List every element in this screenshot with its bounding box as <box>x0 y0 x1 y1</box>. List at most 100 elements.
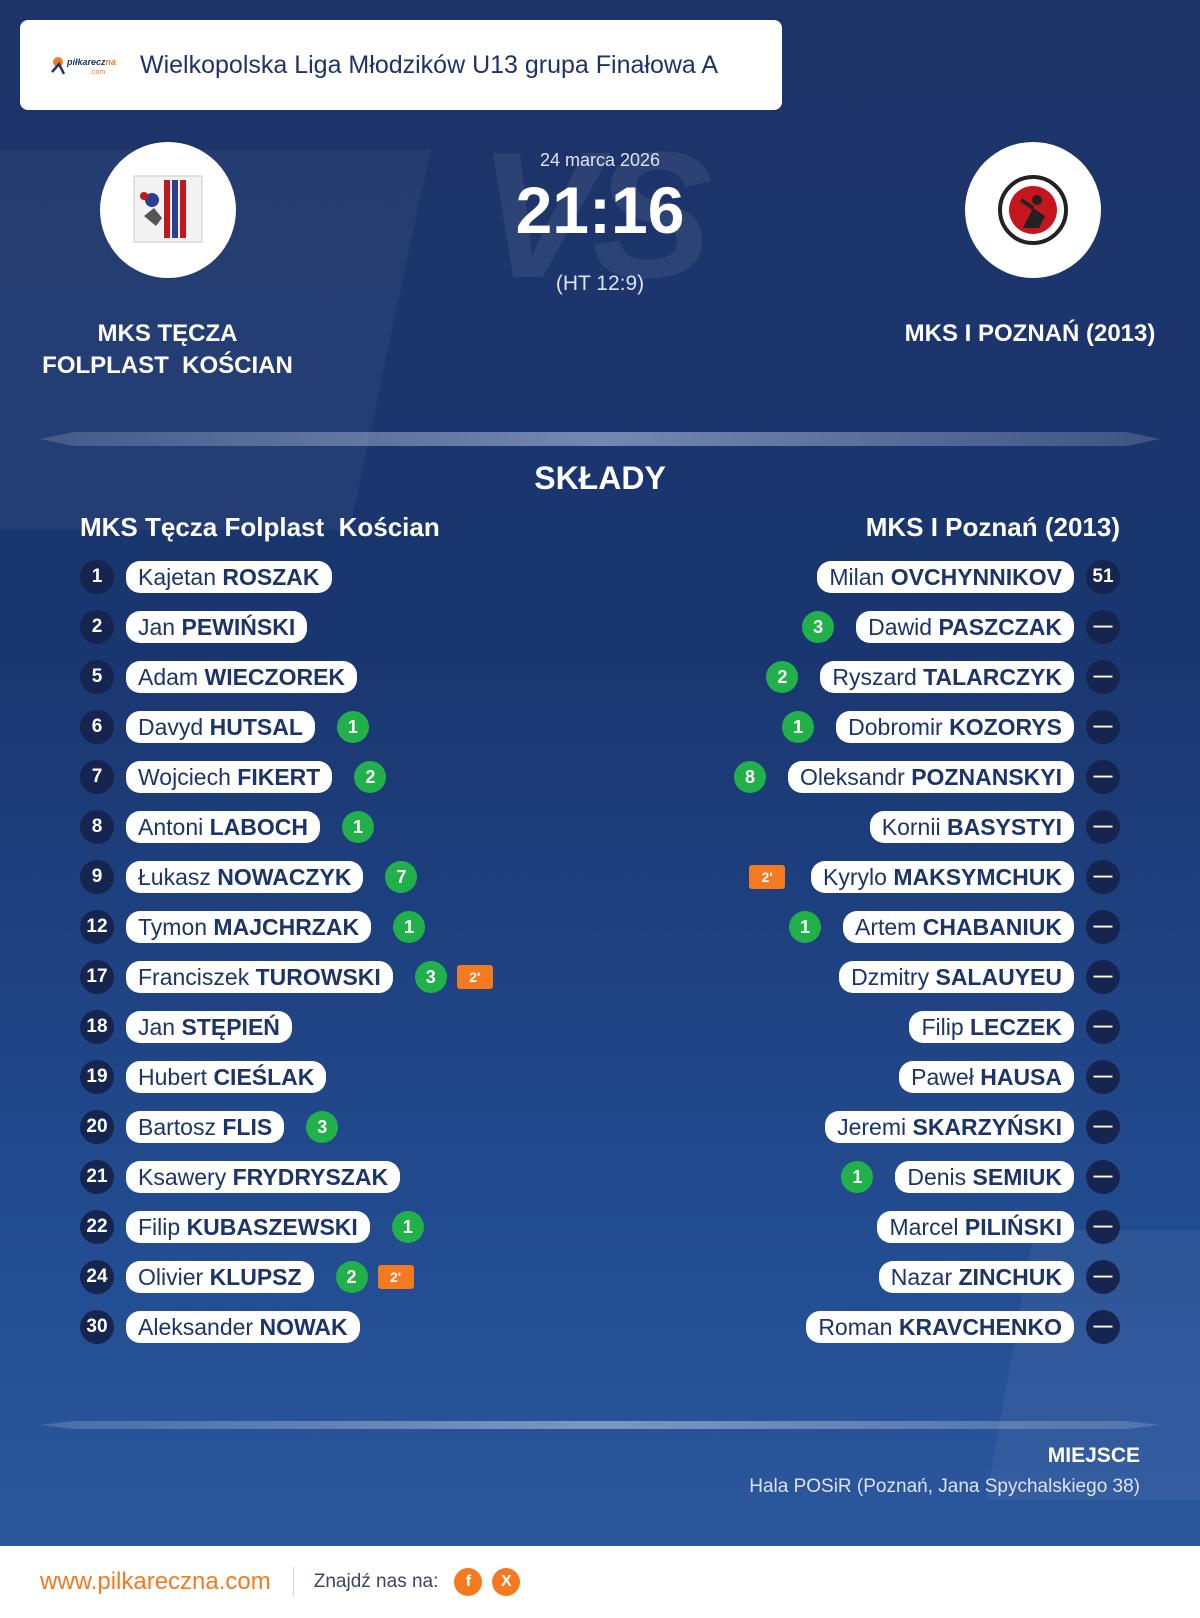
venue-label: MIEJSCE <box>1047 1444 1140 1467</box>
player-last-name: POZNANSKYI <box>911 764 1062 790</box>
player-first-name: Franciszek <box>138 964 250 990</box>
away-lineup: Milan OVCHYNNIKOV 51 3 Dawid PASZCZAK — 2 Rysz… <box>620 552 1120 1352</box>
divider <box>40 1421 1160 1429</box>
player-row: 18 Jan STĘPIEŃ <box>80 1002 580 1052</box>
player-first-name: Roman <box>818 1314 893 1340</box>
player-first-name: Adam <box>138 664 199 690</box>
player-number: 8 <box>80 810 114 844</box>
player-row: Milan OVCHYNNIKOV 51 <box>620 552 1120 602</box>
player-name: Dawid PASZCZAK <box>856 611 1074 643</box>
halftime-score: (HT 12:9) <box>555 272 645 295</box>
player-row: 6 Davyd HUTSAL 1 <box>80 702 580 752</box>
player-number: — <box>1086 1210 1120 1244</box>
player-number: 17 <box>80 960 114 994</box>
goals-badge: 1 <box>841 1161 874 1193</box>
player-last-name: TUROWSKI <box>255 964 381 990</box>
player-number: — <box>1086 960 1120 994</box>
player-first-name: Aleksander <box>138 1314 254 1340</box>
player-name: Filip LECZEK <box>909 1011 1074 1043</box>
player-row: 19 Hubert CIEŚLAK <box>80 1052 580 1102</box>
player-last-name: LABOCH <box>209 814 308 840</box>
player-name: Jeremi SKARZYŃSKI <box>825 1111 1074 1143</box>
player-row: 8 Antoni LABOCH 1 <box>80 802 580 852</box>
player-last-name: CHABANIUK <box>922 914 1062 940</box>
player-last-name: NOWAK <box>259 1314 348 1340</box>
player-name: Denis SEMIUK <box>895 1161 1074 1193</box>
player-last-name: SEMIUK <box>972 1164 1062 1190</box>
player-row: Dzmitry SALAUYEU — <box>620 952 1120 1002</box>
svg-text:piłkareczna: piłkareczna <box>66 57 116 67</box>
player-row: Filip LECZEK — <box>620 1002 1120 1052</box>
player-number: — <box>1086 810 1120 844</box>
league-title: Wielkopolska Liga Młodzików U13 grupa Fi… <box>140 50 719 79</box>
player-name: Bartosz FLIS <box>126 1111 285 1143</box>
pilkareczna-logo-icon: piłkareczna .com <box>50 50 118 80</box>
player-number: — <box>1086 610 1120 644</box>
player-last-name: ZINCHUK <box>958 1264 1063 1290</box>
final-score: 21:16 <box>515 173 685 247</box>
player-number: 1 <box>80 560 114 594</box>
player-row: 1 Denis SEMIUK — <box>620 1152 1120 1202</box>
player-name: Dzmitry SALAUYEU <box>839 961 1074 993</box>
goals-badge: 3 <box>414 961 447 993</box>
player-name: Davyd HUTSAL <box>126 711 315 743</box>
player-number: 6 <box>80 710 114 744</box>
player-row: 1 Dobromir KOZORYS — <box>620 702 1120 752</box>
player-row: Roman KRAVCHENKO — <box>620 1302 1120 1352</box>
away-lineup-title: MKS I Poznań (2013) <box>865 512 1120 542</box>
player-first-name: Dzmitry <box>851 964 930 990</box>
player-number: — <box>1086 1110 1120 1144</box>
player-name: Ksawery FRYDRYSZAK <box>126 1161 401 1193</box>
goals-badge: 1 <box>391 1211 424 1243</box>
player-name: Milan OVCHYNNIKOV <box>817 561 1074 593</box>
player-first-name: Olivier <box>138 1264 204 1290</box>
player-first-name: Ksawery <box>138 1164 227 1190</box>
player-number: 5 <box>80 660 114 694</box>
facebook-icon[interactable]: f <box>454 1568 483 1596</box>
player-first-name: Jan <box>138 614 176 640</box>
goals-badge: 1 <box>782 711 815 743</box>
away-crest-icon <box>998 175 1068 245</box>
player-last-name: SALAUYEU <box>935 964 1062 990</box>
player-row: 2 Jan PEWIŃSKI <box>80 602 580 652</box>
player-row: 12 Tymon MAJCHRZAK 1 <box>80 902 580 952</box>
player-row: Jeremi SKARZYŃSKI — <box>620 1102 1120 1152</box>
svg-text:.com: .com <box>90 69 105 76</box>
player-last-name: TALARCZYK <box>923 664 1062 690</box>
find-us-label: Znajdź nas na: <box>313 1571 439 1592</box>
player-row: 21 Ksawery FRYDRYSZAK <box>80 1152 580 1202</box>
player-row: 2' Kyrylo MAKSYMCHUK — <box>620 852 1120 902</box>
x-icon[interactable]: X <box>492 1568 521 1596</box>
player-row: 1 Artem CHABANIUK — <box>620 902 1120 952</box>
player-first-name: Tymon <box>138 914 208 940</box>
player-name: Ryszard TALARCZYK <box>820 661 1074 693</box>
match-date: 24 marca 2026 <box>539 150 661 170</box>
away-team-logo <box>965 142 1101 278</box>
player-first-name: Davyd <box>138 714 204 740</box>
player-number: 18 <box>80 1010 114 1044</box>
player-name: Kyrylo MAKSYMCHUK <box>811 861 1074 893</box>
player-first-name: Filip <box>921 1014 964 1040</box>
home-team-name-line1: MKS TĘCZA <box>97 320 238 347</box>
player-number: 24 <box>80 1260 114 1294</box>
footer-divider <box>292 1567 294 1597</box>
home-team-name: MKS TĘCZA FOLPLAST KOŚCIAN <box>20 318 315 382</box>
player-number: — <box>1086 760 1120 794</box>
player-first-name: Jeremi <box>837 1114 907 1140</box>
section-title: SKŁADY <box>534 460 666 496</box>
goals-badge: 8 <box>733 761 766 793</box>
player-last-name: FIKERT <box>237 764 321 790</box>
player-last-name: FRYDRYSZAK <box>232 1164 389 1190</box>
player-number: 21 <box>80 1160 114 1194</box>
site-url-link[interactable]: www.pilkareczna.com <box>40 1568 271 1595</box>
player-number: 22 <box>80 1210 114 1244</box>
player-last-name: KRAVCHENKO <box>898 1314 1062 1340</box>
suspension-badge: 2' <box>377 1265 414 1289</box>
player-name: Dobromir KOZORYS <box>836 711 1074 743</box>
player-last-name: FLIS <box>222 1114 273 1140</box>
player-name: Aleksander NOWAK <box>126 1311 360 1343</box>
venue-name: Hala POSiR (Poznań, Jana Spychalskiego 3… <box>749 1476 1140 1497</box>
player-first-name: Denis <box>907 1164 967 1190</box>
player-first-name: Oleksandr <box>799 764 905 790</box>
player-row: 22 Filip KUBASZEWSKI 1 <box>80 1202 580 1252</box>
